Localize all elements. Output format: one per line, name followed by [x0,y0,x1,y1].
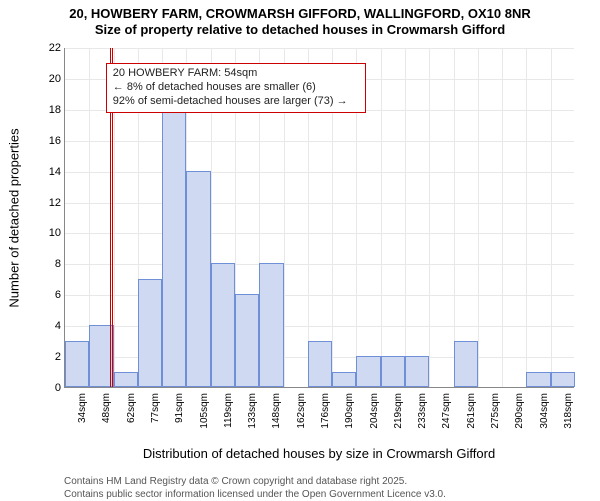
x-tick-label: 148sqm [271,387,282,429]
histogram-bar [211,263,235,387]
x-tick-label: 34sqm [77,387,88,423]
y-tick-label: 10 [49,227,65,239]
gridline-vertical [526,48,527,387]
gridline-horizontal [65,203,574,204]
y-axis-label: Number of detached properties [7,128,22,307]
histogram-bar [551,372,575,387]
gridline-horizontal [65,172,574,173]
title-line-1: 20, HOWBERY FARM, CROWMARSH GIFFORD, WAL… [0,6,600,22]
x-tick-label: 162sqm [296,387,307,429]
histogram-bar [65,341,89,387]
x-tick-label: 190sqm [344,387,355,429]
histogram-bar [526,372,550,387]
gridline-vertical [454,48,455,387]
x-tick-label: 318sqm [563,387,574,429]
y-tick-label: 4 [55,320,65,332]
footer-line-2: Contains public sector information licen… [64,489,446,501]
chart-title: 20, HOWBERY FARM, CROWMARSH GIFFORD, WAL… [0,6,600,39]
gridline-vertical [429,48,430,387]
y-tick-label: 2 [55,351,65,363]
attribution-footer: Contains HM Land Registry data © Crown c… [64,476,446,501]
gridline-horizontal [65,48,574,49]
y-tick-label: 18 [49,104,65,116]
histogram-bar [356,356,380,387]
x-tick-label: 48sqm [101,387,112,423]
gridline-vertical [502,48,503,387]
gridline-vertical [478,48,479,387]
histogram-bar [454,341,478,387]
x-tick-label: 105sqm [199,387,210,429]
histogram-bar [114,372,138,387]
histogram-bar [381,356,405,387]
y-tick-label: 8 [55,258,65,270]
annotation-line: 20 HOWBERY FARM: 54sqm [113,67,359,81]
x-tick-label: 304sqm [539,387,550,429]
x-tick-label: 91sqm [174,387,185,423]
x-tick-label: 77sqm [150,387,161,423]
gridline-horizontal [65,141,574,142]
histogram-bar [308,341,332,387]
x-tick-label: 233sqm [417,387,428,429]
x-tick-label: 62sqm [126,387,137,423]
x-axis-label: Distribution of detached houses by size … [64,446,574,461]
x-tick-label: 275sqm [490,387,501,429]
annotation-line: 92% of semi-detached houses are larger (… [113,95,359,109]
annotation-line: ← 8% of detached houses are smaller (6) [113,81,359,95]
y-tick-label: 14 [49,166,65,178]
x-tick-label: 176sqm [320,387,331,429]
x-tick-label: 219sqm [393,387,404,429]
histogram-bar [138,279,162,387]
property-annotation: 20 HOWBERY FARM: 54sqm← 8% of detached h… [106,63,366,112]
plot-area: 024681012141618202234sqm48sqm62sqm77sqm9… [64,48,574,388]
histogram-bar [186,171,210,387]
gridline-vertical [381,48,382,387]
x-tick-label: 290sqm [514,387,525,429]
histogram-bar [405,356,429,387]
histogram-bar [162,109,186,387]
y-tick-label: 0 [55,382,65,394]
gridline-horizontal [65,233,574,234]
y-tick-label: 6 [55,289,65,301]
y-tick-label: 20 [49,73,65,85]
y-tick-label: 22 [49,42,65,54]
footer-line-1: Contains HM Land Registry data © Crown c… [64,476,446,489]
histogram-bar [259,263,283,387]
histogram-bar [235,294,259,387]
histogram-bar [332,372,356,387]
gridline-vertical [405,48,406,387]
y-tick-label: 12 [49,197,65,209]
x-tick-label: 119sqm [223,387,234,428]
title-line-2: Size of property relative to detached ho… [0,22,600,38]
gridline-vertical [551,48,552,387]
x-tick-label: 204sqm [369,387,380,429]
y-tick-label: 16 [49,135,65,147]
x-tick-label: 261sqm [466,387,477,429]
gridline-horizontal [65,264,574,265]
x-tick-label: 133sqm [247,387,258,429]
x-tick-label: 247sqm [441,387,452,429]
